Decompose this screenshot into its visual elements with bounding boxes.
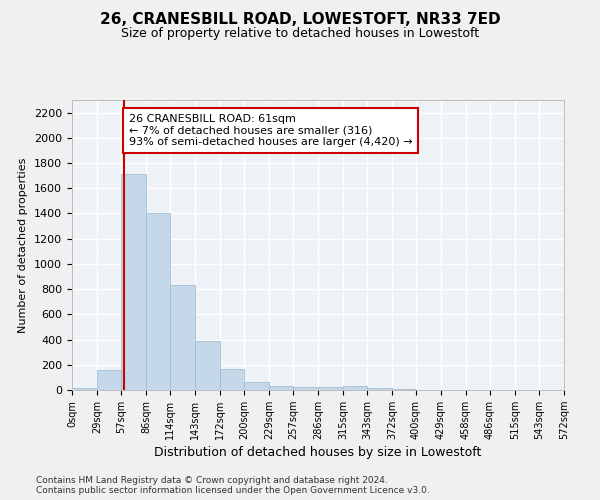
Bar	[367, 388, 392, 390]
Bar	[220, 369, 244, 390]
Bar	[121, 174, 146, 390]
Bar	[170, 284, 195, 390]
Bar	[244, 382, 269, 390]
Bar	[392, 389, 416, 390]
Bar	[293, 387, 318, 390]
Text: 26 CRANESBILL ROAD: 61sqm
← 7% of detached houses are smaller (316)
93% of semi-: 26 CRANESBILL ROAD: 61sqm ← 7% of detach…	[129, 114, 412, 147]
Bar	[72, 388, 97, 390]
Bar	[343, 386, 367, 390]
Y-axis label: Number of detached properties: Number of detached properties	[19, 158, 28, 332]
Bar	[195, 341, 220, 390]
Bar	[318, 387, 343, 390]
Text: Contains HM Land Registry data © Crown copyright and database right 2024.
Contai: Contains HM Land Registry data © Crown c…	[36, 476, 430, 495]
Text: Size of property relative to detached houses in Lowestoft: Size of property relative to detached ho…	[121, 28, 479, 40]
Bar	[146, 214, 170, 390]
Bar	[97, 370, 121, 390]
X-axis label: Distribution of detached houses by size in Lowestoft: Distribution of detached houses by size …	[154, 446, 482, 459]
Text: 26, CRANESBILL ROAD, LOWESTOFT, NR33 7ED: 26, CRANESBILL ROAD, LOWESTOFT, NR33 7ED	[100, 12, 500, 28]
Bar	[269, 386, 293, 390]
